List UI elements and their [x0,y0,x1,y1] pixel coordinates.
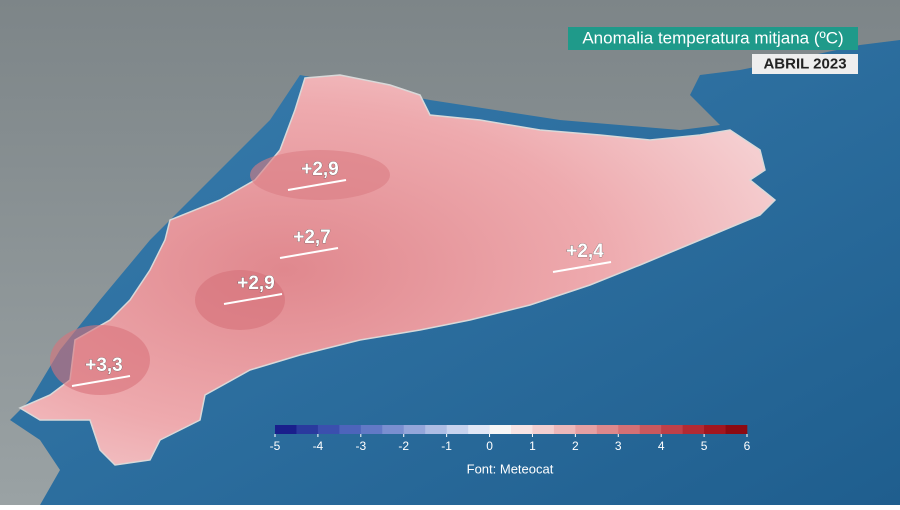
colorbar-segment [403,425,426,434]
colorbar-segment [725,425,748,434]
colorbar-segment [661,425,683,434]
colorbar-tick-label: 4 [658,439,665,453]
colorbar-tick-label: 3 [615,439,622,453]
annotation-underline [71,375,131,387]
colorbar-segment [639,425,662,434]
annotation-underline [287,179,347,191]
subtitle: ABRIL 2023 [763,55,846,72]
colorbar-segment [468,425,490,434]
annotation: +3,3 [85,355,123,376]
colorbar-segment [296,425,319,434]
colorbar-segment [532,425,555,434]
subtitle-box [752,54,858,74]
colorbar-segment [704,425,726,434]
colorbar-tick-label: 5 [701,439,708,453]
warm-area [250,150,390,200]
colorbar-tick-label: 1 [529,439,536,453]
annotation-underline [223,293,283,305]
source: Font: Meteocat [467,461,554,476]
colorbar-segment [511,425,533,434]
colorbar-segment [553,425,576,434]
annotation-underline [552,261,612,273]
colorbar-segment [360,425,383,434]
catalonia [18,74,777,466]
annotation: +2,9 [237,273,275,294]
colorbar-tick-label: -3 [355,439,366,453]
colorbar-segment [446,425,469,434]
colorbar-segment [382,425,405,434]
colorbar-tick-label: -1 [441,439,452,453]
colorbar-segment [618,425,641,434]
warm-area [195,270,285,330]
annotation: +2,7 [293,227,331,248]
title-box [568,27,858,50]
colorbar-segment [275,425,297,434]
colorbar-tick-label: 2 [572,439,579,453]
annotation: +2,4 [566,241,604,262]
title: Anomalia temperatura mitjana (ºC) [582,28,843,47]
colorbar-tick-label: -5 [270,439,281,453]
colorbar-segment [425,425,447,434]
colorbar-tick-label: 6 [744,439,751,453]
colorbar-tick-label: -4 [313,439,324,453]
colorbar-segment [489,425,512,434]
colorbar-tick-label: 0 [486,439,493,453]
colorbar-segment [575,425,598,434]
annotation-underline [279,247,339,259]
colorbar-tick-label: -2 [398,439,409,453]
colorbar-segment [339,425,362,434]
annotation: +2,9 [301,159,339,180]
colorbar-segment [682,425,705,434]
colorbar-segment [596,425,619,434]
colorbar-segment [317,425,340,434]
